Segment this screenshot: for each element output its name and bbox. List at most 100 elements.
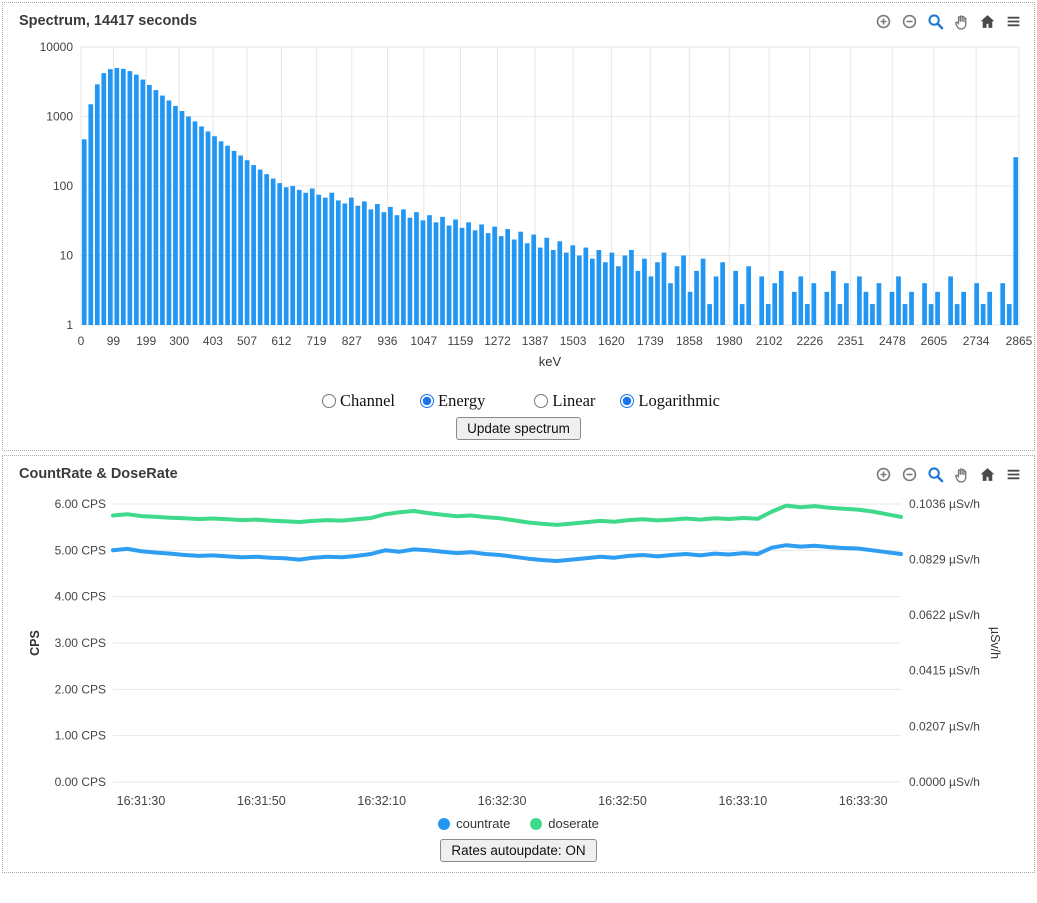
radio-option-logarithmic[interactable]: Logarithmic xyxy=(615,391,720,410)
svg-text:16:32:50: 16:32:50 xyxy=(598,794,647,808)
svg-text:1.00 CPS: 1.00 CPS xyxy=(55,729,106,743)
rates-x-axis: 16:31:30 16:31:50 16:32:10 16:32:30 16:32:50… xyxy=(117,794,888,808)
spectrum-title: Spectrum, 14417 seconds xyxy=(19,13,198,29)
svg-text:100: 100 xyxy=(53,179,73,193)
svg-text:6.00 CPS: 6.00 CPS xyxy=(55,497,106,511)
zoom-out-icon[interactable] xyxy=(901,13,918,30)
radio-input-logarithmic[interactable] xyxy=(620,394,635,408)
svg-text:4.00 CPS: 4.00 CPS xyxy=(55,590,106,604)
spectrum-modebar xyxy=(875,13,1022,30)
svg-text:2478: 2478 xyxy=(879,334,906,348)
svg-text:2351: 2351 xyxy=(837,334,864,348)
spectrum-gridlines xyxy=(80,46,1020,326)
svg-text:99: 99 xyxy=(107,334,121,348)
radio-input-energy[interactable] xyxy=(420,394,434,408)
svg-text:0.0000 µSv/h: 0.0000 µSv/h xyxy=(909,775,980,789)
svg-text:2865: 2865 xyxy=(1006,334,1033,348)
svg-text:0.0829 µSv/h: 0.0829 µSv/h xyxy=(909,553,980,567)
rates-chart[interactable]: 0.00 CPS 1.00 CPS 2.00 CPS 3.00 CPS 4.00 CPS… xyxy=(3,486,1034,816)
svg-text:2226: 2226 xyxy=(796,334,823,348)
legend-dot-doserate xyxy=(530,817,543,830)
svg-text:1387: 1387 xyxy=(522,334,549,348)
radio-input-linear[interactable] xyxy=(534,394,549,408)
svg-text:1980: 1980 xyxy=(716,334,743,348)
svg-text:0.0622 µSv/h: 0.0622 µSv/h xyxy=(909,608,980,622)
pan-icon[interactable] xyxy=(953,466,970,483)
spectrum-panel-header: Spectrum, 14417 seconds xyxy=(3,3,1034,33)
radio-label-logarithmic: Logarithmic xyxy=(638,391,720,410)
svg-text:16:32:30: 16:32:30 xyxy=(478,794,527,808)
svg-text:1: 1 xyxy=(66,318,73,332)
svg-text:300: 300 xyxy=(169,334,189,348)
svg-text:16:33:10: 16:33:10 xyxy=(719,794,768,808)
spectrum-chart[interactable]: 1 10 100 1000 10000 0 99 199 300 403 507 612 719 827 9… xyxy=(3,33,1034,383)
svg-text:827: 827 xyxy=(342,334,362,348)
rates-right-axis: 0.0000 µSv/h 0.0207 µSv/h 0.0415 µSv/h 0.06… xyxy=(909,497,1002,789)
menu-icon[interactable] xyxy=(1005,466,1022,483)
svg-text:10: 10 xyxy=(60,249,74,263)
radio-option-channel[interactable]: Channel xyxy=(317,391,395,410)
box-zoom-icon[interactable] xyxy=(927,466,944,483)
spectrum-x-axis: 0 99 199 300 403 507 612 719 827 936 1047 1159 1272 1… xyxy=(78,334,1033,369)
svg-text:16:31:50: 16:31:50 xyxy=(237,794,286,808)
svg-text:0.0415 µSv/h: 0.0415 µSv/h xyxy=(909,664,980,678)
svg-text:0: 0 xyxy=(78,334,85,348)
rates-legend: countrate doserate xyxy=(3,816,1034,831)
svg-text:0.0207 µSv/h: 0.0207 µSv/h xyxy=(909,719,980,733)
rates-title: CountRate & DoseRate xyxy=(19,466,178,482)
svg-text:16:31:30: 16:31:30 xyxy=(117,794,166,808)
svg-text:1000: 1000 xyxy=(46,110,73,124)
svg-text:0.1036 µSv/h: 0.1036 µSv/h xyxy=(909,497,980,511)
svg-text:1858: 1858 xyxy=(676,334,703,348)
radio-input-channel[interactable] xyxy=(322,394,336,408)
radio-label-energy: Energy xyxy=(438,391,486,410)
home-icon[interactable] xyxy=(979,466,996,483)
svg-text:1620: 1620 xyxy=(598,334,625,348)
radio-label-channel: Channel xyxy=(340,391,395,410)
radio-label-linear: Linear xyxy=(552,391,596,410)
radio-option-energy[interactable]: Energy xyxy=(415,391,485,410)
pan-icon[interactable] xyxy=(953,13,970,30)
legend-label-countrate: countrate xyxy=(456,816,511,831)
spectrum-axis-controls: Channel Energy Linear Logarithmic xyxy=(3,391,1034,411)
svg-text:612: 612 xyxy=(271,334,291,348)
legend-item-countrate[interactable]: countrate xyxy=(438,816,510,831)
svg-text:1047: 1047 xyxy=(410,334,437,348)
svg-text:16:32:10: 16:32:10 xyxy=(357,794,406,808)
svg-text:2605: 2605 xyxy=(921,334,948,348)
zoom-in-icon[interactable] xyxy=(875,466,892,483)
spectrum-panel: Spectrum, 14417 seconds 1 10 100 1000 10000 0… xyxy=(2,2,1035,451)
svg-text:403: 403 xyxy=(203,334,223,348)
svg-text:719: 719 xyxy=(306,334,326,348)
zoom-out-icon[interactable] xyxy=(901,466,918,483)
svg-text:2102: 2102 xyxy=(756,334,783,348)
series-doserate xyxy=(111,503,903,527)
menu-icon[interactable] xyxy=(1005,13,1022,30)
svg-text:507: 507 xyxy=(237,334,257,348)
svg-text:1272: 1272 xyxy=(484,334,511,348)
spectrum-y-axis: 1 10 100 1000 10000 xyxy=(40,40,74,332)
svg-text:1739: 1739 xyxy=(637,334,664,348)
update-spectrum-button[interactable]: Update spectrum xyxy=(456,417,581,440)
legend-dot-countrate xyxy=(438,817,451,830)
svg-text:1159: 1159 xyxy=(448,334,474,348)
svg-text:3.00 CPS: 3.00 CPS xyxy=(55,636,106,650)
home-icon[interactable] xyxy=(979,13,996,30)
svg-text:936: 936 xyxy=(377,334,397,348)
svg-text:10000: 10000 xyxy=(40,40,74,54)
legend-item-doserate[interactable]: doserate xyxy=(530,816,599,831)
series-countrate xyxy=(111,543,903,563)
svg-text:5.00 CPS: 5.00 CPS xyxy=(55,543,106,557)
rates-panel-header: CountRate & DoseRate xyxy=(3,456,1034,486)
svg-text:0.00 CPS: 0.00 CPS xyxy=(55,775,106,789)
svg-text:µSv/h: µSv/h xyxy=(988,627,1002,659)
update-spectrum-row: Update spectrum xyxy=(3,417,1034,440)
rates-left-axis: 0.00 CPS 1.00 CPS 2.00 CPS 3.00 CPS 4.00 CPS… xyxy=(28,497,106,789)
radio-option-linear[interactable]: Linear xyxy=(529,391,595,410)
svg-text:CPS: CPS xyxy=(28,630,42,656)
zoom-in-icon[interactable] xyxy=(875,13,892,30)
svg-text:keV: keV xyxy=(539,354,562,369)
svg-text:1503: 1503 xyxy=(560,334,587,348)
rates-autoupdate-button[interactable]: Rates autoupdate: ON xyxy=(440,839,597,862)
box-zoom-icon[interactable] xyxy=(927,13,944,30)
